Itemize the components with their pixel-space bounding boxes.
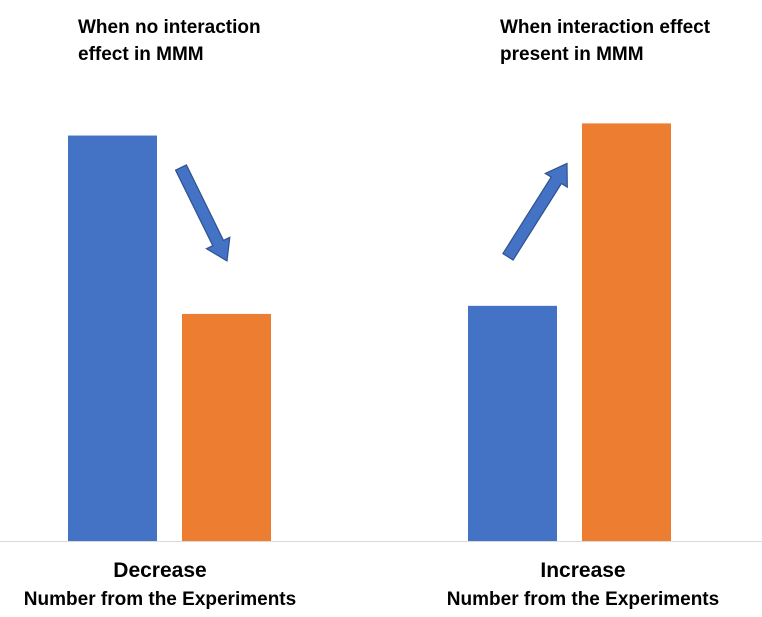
category-label-increase: Increase Number from the Experiments	[447, 557, 719, 613]
bar-increase-series-1	[468, 305, 557, 541]
annotation-no-interaction: When no interaction effect in MMM	[78, 14, 261, 68]
annotation-no-interaction-line1: When no interaction	[78, 17, 261, 38]
category-label-increase-subtitle: Number from the Experiments	[446, 589, 720, 610]
category-label-decrease: Decrease Number from the Experiments	[24, 557, 296, 613]
annotation-interaction-present: When interaction effect present in MMM	[500, 14, 710, 68]
bar-decrease-series-2	[182, 313, 271, 541]
arrow-up-icon	[502, 162, 568, 261]
category-label-increase-title: Increase	[540, 559, 626, 582]
bar-decrease-series-1	[68, 135, 157, 541]
annotation-interaction-present-line2: present in MMM	[500, 44, 644, 65]
annotation-no-interaction-line2: effect in MMM	[78, 44, 204, 65]
category-label-decrease-subtitle: Number from the Experiments	[23, 589, 297, 610]
arrow-down-icon	[174, 164, 231, 262]
bar-increase-series-2	[582, 123, 671, 541]
category-label-decrease-title: Decrease	[113, 559, 207, 582]
annotation-interaction-present-line1: When interaction effect	[500, 17, 711, 38]
